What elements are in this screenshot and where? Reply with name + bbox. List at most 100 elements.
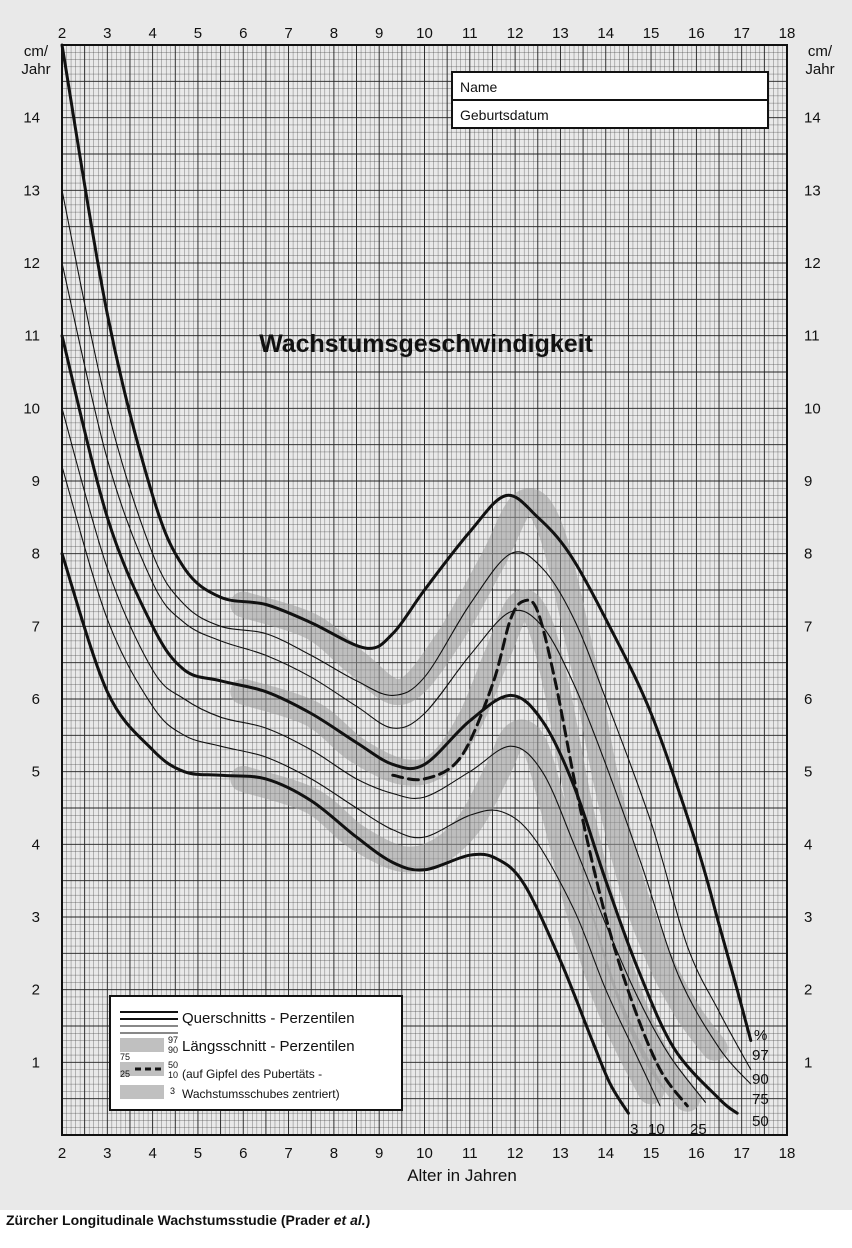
x-tick-bottom-5: 5 (194, 1145, 202, 1162)
x-tick-bottom-18: 18 (779, 1145, 796, 1162)
name-field[interactable] (451, 71, 769, 101)
y-tick-left-4: 4 (32, 836, 40, 853)
x-tick-top-18: 18 (779, 25, 796, 42)
plot-frame (61, 44, 788, 1136)
curve-p3 (60, 552, 630, 1115)
name-label: Name (460, 79, 498, 95)
legend-band-50: 50 (168, 1060, 178, 1070)
y-tick-left-11: 11 (24, 328, 40, 345)
y-tick-right-10: 10 (804, 400, 821, 417)
x-tick-bottom-14: 14 (597, 1145, 614, 1162)
end-label-97: 97 (752, 1047, 769, 1064)
birthdate-field[interactable] (451, 99, 769, 129)
end-label-75: 75 (752, 1091, 769, 1108)
form-box: Name Geburtsdatum (451, 71, 769, 129)
x-tick-top-6: 6 (239, 25, 247, 42)
x-tick-top-12: 12 (507, 25, 524, 42)
legend-longitudinal: Längsschnitt - Perzentilen (182, 1038, 355, 1055)
y-tick-left-6: 6 (32, 691, 40, 708)
y-tick-left-9: 9 (32, 473, 40, 490)
y-tick-right-12: 12 (804, 255, 821, 272)
curve-p50 (60, 334, 739, 1115)
legend-band-75: 75 (120, 1052, 130, 1062)
y-axis-unit-left-1: cm/ (24, 43, 49, 60)
y-tick-right-14: 14 (804, 110, 821, 127)
end-label-50: 50 (752, 1113, 769, 1130)
curve-longitudinal-p50 (391, 598, 689, 1108)
legend-band-97: 97 (168, 1035, 178, 1045)
percentile-curves (60, 43, 753, 1115)
end-label-3: 3 (630, 1121, 638, 1138)
x-tick-top-4: 4 (148, 25, 156, 42)
legend-band-3: 3 (170, 1086, 175, 1096)
x-tick-bottom-10: 10 (416, 1145, 433, 1162)
x-tick-bottom-12: 12 (507, 1145, 524, 1162)
x-tick-bottom-4: 4 (148, 1145, 156, 1162)
y-tick-left-14: 14 (23, 110, 40, 127)
y-tick-right-5: 5 (804, 764, 812, 781)
end-label-10: 10 (648, 1121, 665, 1138)
band-97-90 (230, 488, 728, 1061)
y-axis-unit-right-2: Jahr (805, 61, 834, 78)
y-tick-right-3: 3 (804, 909, 812, 926)
y-tick-left-8: 8 (32, 546, 40, 563)
legend-box: Querschnitts - Perzentilen Längsschnitt … (109, 995, 403, 1111)
legend-note-2: Wachstumsschubes zentriert) (182, 1087, 340, 1101)
y-axis-unit-right-1: cm/ (808, 43, 833, 60)
curve-p90 (61, 189, 752, 1071)
x-tick-top-7: 7 (284, 25, 292, 42)
legend-band-25: 25 (120, 1069, 130, 1079)
x-tick-top-14: 14 (597, 25, 614, 42)
x-tick-top-2: 2 (58, 25, 66, 42)
x-tick-bottom-2: 2 (58, 1145, 66, 1162)
x-tick-bottom-11: 11 (462, 1145, 478, 1162)
y-axis-unit-left-2: Jahr (21, 61, 50, 78)
x-tick-bottom-13: 13 (552, 1145, 569, 1162)
y-tick-left-2: 2 (32, 982, 40, 999)
x-tick-top-15: 15 (643, 25, 660, 42)
caption-italic: et al. (333, 1212, 366, 1228)
caption-text: Zürcher Longitudinale Wachstumsstudie (P… (6, 1212, 334, 1228)
x-tick-bottom-16: 16 (688, 1145, 705, 1162)
x-tick-labels-bottom: 2 3 4 5 6 7 8 9 10 11 12 13 14 15 16 17 18 (58, 1145, 796, 1162)
y-tick-right-11: 11 (804, 328, 820, 345)
y-tick-right-4: 4 (804, 836, 812, 853)
legend-note-1: (auf Gipfel des Pubertäts - (182, 1067, 322, 1081)
legend-band-90: 90 (168, 1045, 178, 1055)
x-tick-top-8: 8 (330, 25, 338, 42)
legend-band-10: 10 (168, 1070, 178, 1080)
x-tick-top-13: 13 (552, 25, 569, 42)
y-tick-left-1: 1 (32, 1054, 40, 1071)
x-tick-bottom-9: 9 (375, 1145, 383, 1162)
x-tick-bottom-15: 15 (643, 1145, 660, 1162)
chart-title: Wachstumsgeschwindigkeit (259, 330, 594, 358)
x-tick-top-17: 17 (733, 25, 750, 42)
x-tick-bottom-17: 17 (733, 1145, 750, 1162)
x-tick-top-5: 5 (194, 25, 202, 42)
y-tick-left-7: 7 (32, 618, 40, 635)
x-tick-top-9: 9 (375, 25, 383, 42)
y-tick-left-3: 3 (32, 909, 40, 926)
y-tick-left-13: 13 (23, 182, 40, 199)
x-tick-bottom-3: 3 (103, 1145, 111, 1162)
y-tick-left-10: 10 (23, 400, 40, 417)
percent-symbol: % (754, 1027, 767, 1044)
y-tick-left-5: 5 (32, 764, 40, 781)
x-tick-top-11: 11 (462, 25, 478, 42)
x-tick-bottom-8: 8 (330, 1145, 338, 1162)
birthdate-label: Geburtsdatum (460, 107, 549, 123)
x-tick-bottom-7: 7 (284, 1145, 292, 1162)
y-tick-right-9: 9 (804, 473, 812, 490)
end-label-25: 25 (690, 1121, 707, 1138)
curve-p97 (60, 43, 753, 1042)
y-tick-right-7: 7 (804, 618, 812, 635)
curve-p10 (61, 465, 661, 1107)
y-tick-left-12: 12 (23, 255, 40, 272)
x-tick-top-10: 10 (416, 25, 433, 42)
curve-p75 (61, 262, 752, 1085)
growth-velocity-chart: 2 3 4 5 6 7 8 9 10 11 12 13 14 15 16 17 18 2 3 4 5 6 7 8 9 10 11 1… (0, 0, 852, 1210)
source-caption: Zürcher Longitudinale Wachstumsstudie (P… (6, 1212, 370, 1228)
x-axis-label: Alter in Jahren (407, 1166, 517, 1185)
